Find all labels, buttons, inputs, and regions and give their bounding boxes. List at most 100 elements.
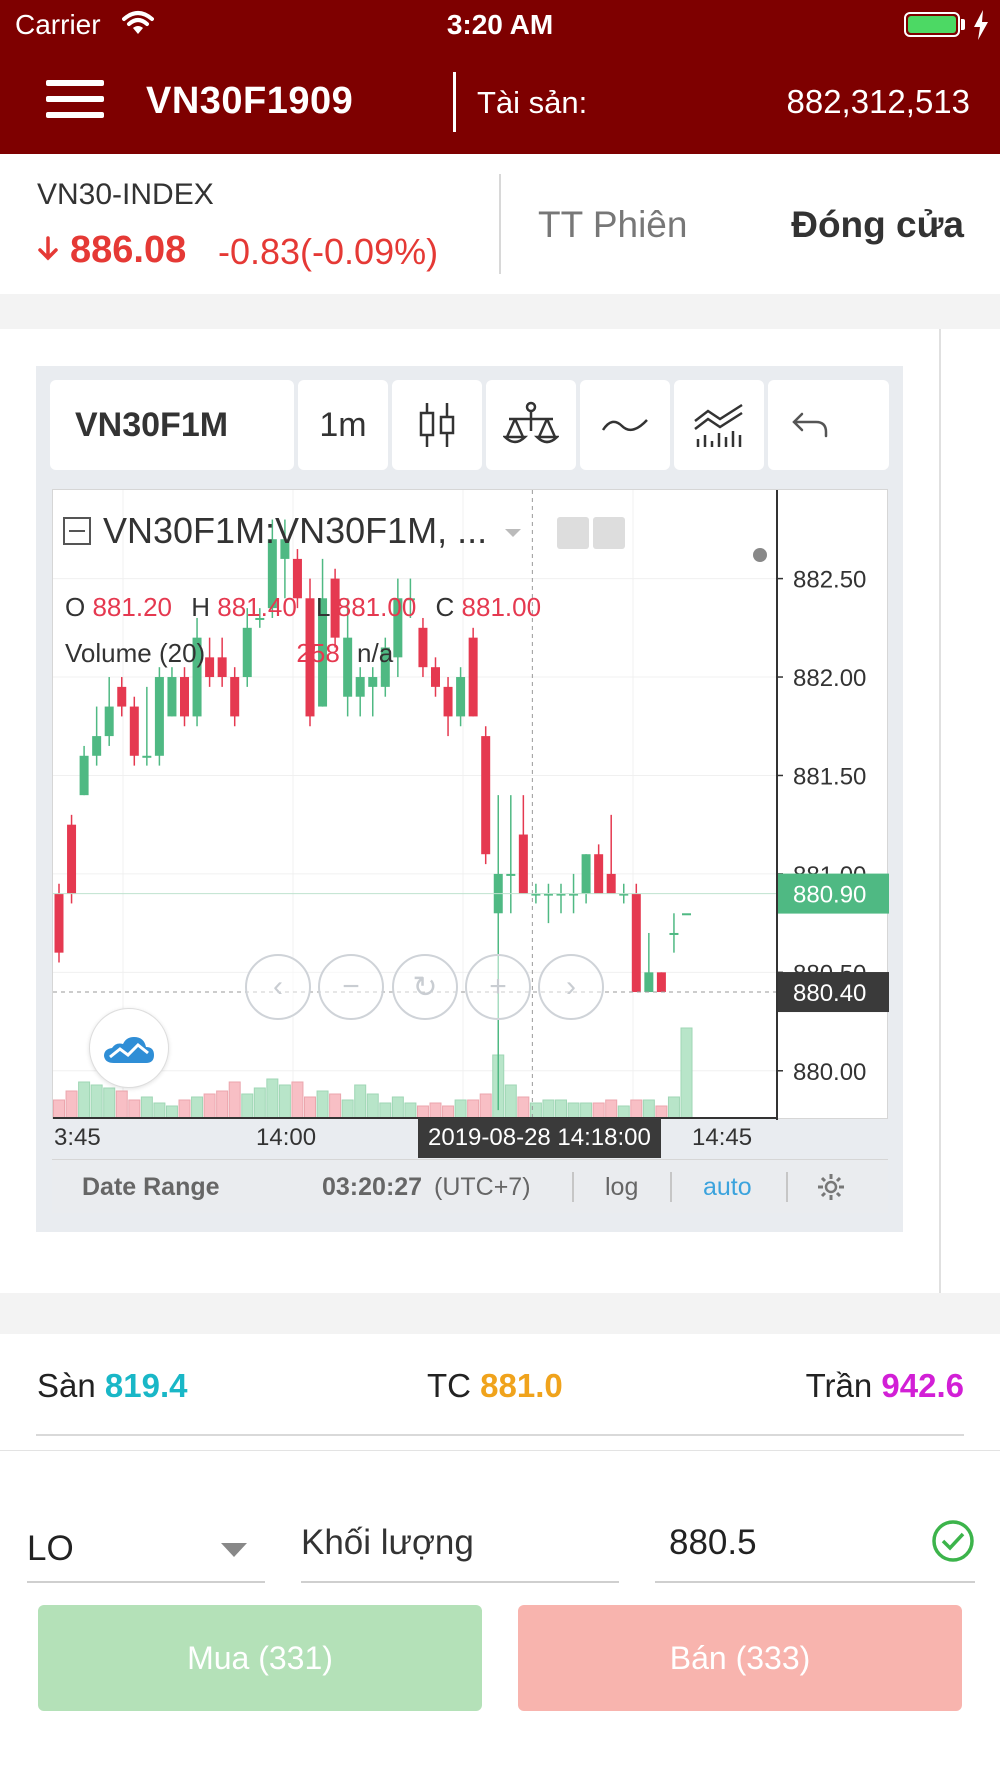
floor-label: Sàn xyxy=(37,1367,96,1404)
candle-body xyxy=(682,913,691,916)
auto-toggle[interactable]: auto xyxy=(703,1173,752,1201)
undo-button[interactable] xyxy=(768,380,889,470)
volume-ma: n/a xyxy=(357,638,394,668)
scroll-right-icon[interactable]: › xyxy=(538,954,604,1020)
status-dot xyxy=(753,548,767,562)
volume-bar xyxy=(366,1093,379,1119)
volume-bar xyxy=(416,1105,429,1119)
volume-bar xyxy=(266,1078,279,1119)
cloud-chart-icon xyxy=(104,1037,154,1063)
candle-body xyxy=(418,627,428,668)
battery-icon xyxy=(904,12,960,37)
chart-toolbar: VN30F1M 1m xyxy=(50,380,889,470)
ohlc-row: O 881.20 H 881.40 L 881.00 C 881.00 xyxy=(65,592,553,623)
volume-row: Volume (20) 258 n/a xyxy=(65,638,393,669)
candle-body xyxy=(468,637,478,717)
eye-icon[interactable] xyxy=(557,517,590,550)
reference-price: TC 881.0 xyxy=(427,1367,563,1405)
scroll-left-icon[interactable]: ‹ xyxy=(245,954,311,1020)
candle-body xyxy=(205,657,215,678)
candle-body xyxy=(267,539,277,609)
volume-bar xyxy=(65,1090,78,1119)
header-divider xyxy=(453,72,456,132)
studies-button[interactable] xyxy=(674,380,764,470)
volume-bar xyxy=(454,1099,467,1119)
order-type-select[interactable]: LO xyxy=(27,1511,265,1583)
zoom-in-icon[interactable]: + xyxy=(465,954,531,1020)
chevron-down-icon xyxy=(221,1543,247,1557)
volume-bar xyxy=(391,1096,404,1119)
interval-button[interactable]: 1m xyxy=(298,380,388,470)
chart-area[interactable]: 882.50882.00881.50881.00880.50880.00880.… xyxy=(52,489,889,1120)
indicators-button[interactable] xyxy=(580,380,670,470)
volume-bar xyxy=(304,1096,316,1119)
buy-button[interactable]: Mua (331) xyxy=(38,1605,482,1711)
candle-body xyxy=(330,578,340,638)
gear-icon[interactable] xyxy=(593,517,626,550)
sell-button[interactable]: Bán (333) xyxy=(518,1605,962,1711)
collapse-icon[interactable] xyxy=(63,517,91,545)
zoom-out-icon[interactable]: − xyxy=(318,954,384,1020)
volume-bar xyxy=(140,1096,153,1119)
candle-body xyxy=(292,558,302,599)
price-chart[interactable]: 882.50882.00881.50881.00880.50880.00880.… xyxy=(53,490,889,1120)
log-toggle[interactable]: log xyxy=(605,1173,639,1201)
scale-icon xyxy=(503,401,559,444)
time-label-left: 3:45 xyxy=(54,1124,101,1151)
volume-bar xyxy=(278,1084,291,1119)
menu-icon[interactable] xyxy=(46,80,104,122)
candle-body xyxy=(230,677,240,717)
volume-bar xyxy=(291,1081,304,1119)
volume-bar xyxy=(580,1102,593,1119)
time-label-crosshair: 2019-08-28 14:18:00 xyxy=(418,1118,661,1158)
candle-body xyxy=(669,932,679,935)
candle-body xyxy=(543,893,553,896)
panel-divider xyxy=(939,329,941,1293)
date-range-button[interactable]: Date Range xyxy=(82,1173,220,1201)
quantity-placeholder: Khối lượng xyxy=(301,1523,474,1562)
candle-body xyxy=(242,627,252,678)
asset-value: 882,312,513 xyxy=(786,83,970,120)
price-field[interactable]: 880.5 xyxy=(655,1511,975,1583)
settings-gear-icon[interactable] xyxy=(816,1172,846,1202)
chart-symbol-button[interactable]: VN30F1M xyxy=(50,380,294,470)
volume-bar xyxy=(467,1099,480,1119)
candle-style-button[interactable] xyxy=(392,380,482,470)
reset-icon[interactable]: ↻ xyxy=(392,954,458,1020)
candle-body xyxy=(518,834,528,894)
volume-bar xyxy=(680,1027,693,1119)
last-price-label: 880.90 xyxy=(793,882,866,909)
wifi-icon xyxy=(122,11,154,34)
candle-body xyxy=(255,617,265,620)
candle-body xyxy=(167,677,177,717)
chevron-down-icon[interactable] xyxy=(505,529,522,538)
candle-body xyxy=(117,686,127,707)
h-value: 881.40 xyxy=(217,592,297,622)
volume-bar xyxy=(228,1081,241,1119)
check-circle-icon[interactable] xyxy=(931,1519,975,1563)
compare-button[interactable] xyxy=(486,380,576,470)
contract-symbol[interactable]: VN30F1909 xyxy=(146,80,354,122)
volume-bar xyxy=(103,1087,116,1119)
candle-body xyxy=(393,598,403,658)
candle-body xyxy=(54,893,64,953)
legend-title-row: VN30F1M:VN30F1M, ... xyxy=(63,510,626,552)
h-label: H xyxy=(191,592,211,622)
timezone[interactable]: (UTC+7) xyxy=(434,1173,531,1201)
candle-body xyxy=(531,893,541,896)
session-state: Đóng cửa xyxy=(791,204,964,245)
volume-bar xyxy=(592,1102,605,1119)
ceiling-price: Trần 942.6 xyxy=(806,1367,964,1405)
volume-bar xyxy=(630,1099,643,1119)
tradingview-widget: VN30F1M 1m xyxy=(36,366,903,1232)
volume-bar xyxy=(115,1090,128,1119)
candle-body xyxy=(67,824,77,894)
chart-lines-icon xyxy=(694,403,743,447)
quantity-field[interactable]: Khối lượng xyxy=(301,1511,619,1583)
cloud-save-button[interactable] xyxy=(89,1008,169,1088)
volume-bar xyxy=(642,1099,655,1119)
candle-body xyxy=(104,706,114,737)
candle-body xyxy=(92,736,102,756)
volume-bar xyxy=(617,1105,630,1119)
